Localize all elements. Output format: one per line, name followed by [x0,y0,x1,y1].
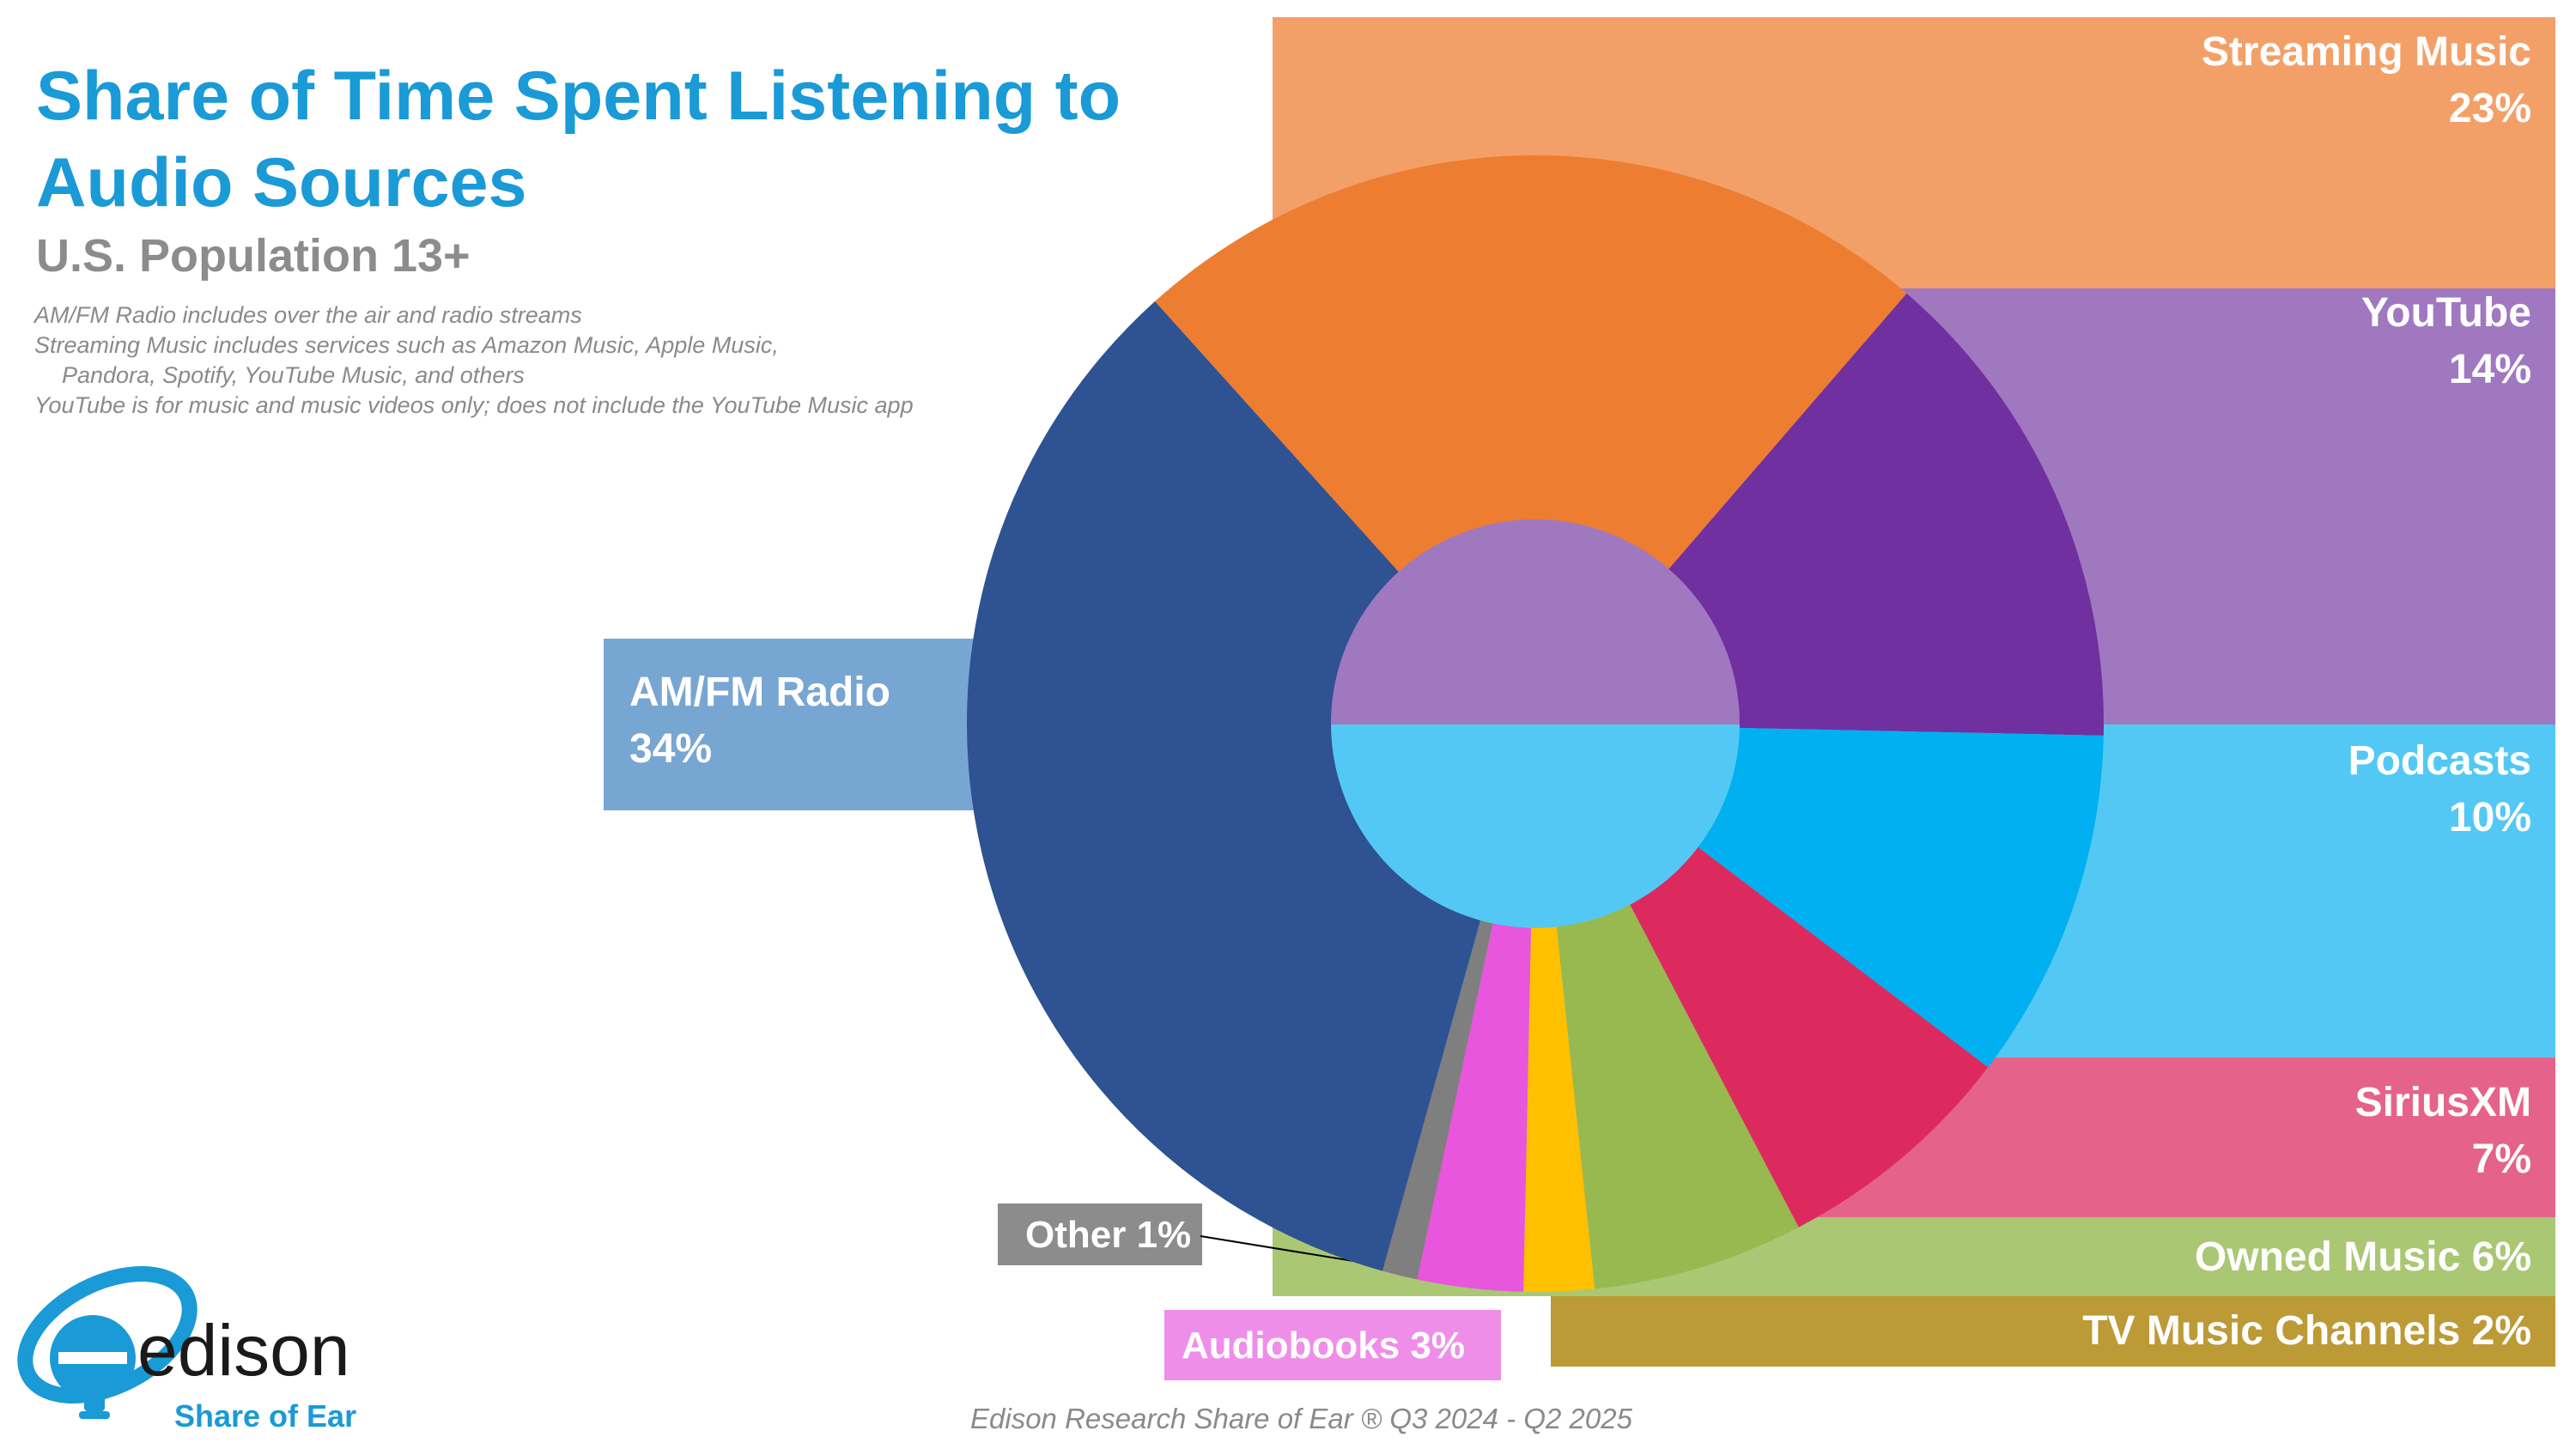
slice-podcasts [1698,727,2104,1068]
chart-subtitle: U.S. Population 13+ [36,230,471,282]
slice-name-am-fm-radio: AM/FM Radio [629,670,890,715]
chart-notes: AM/FM Radio includes over the air and ra… [34,300,914,421]
slice-streaming-music [1155,155,1907,573]
slice-audiobooks [1417,923,1532,1292]
slice-siriusxm [1630,846,1989,1228]
label-box-audiobooks [1164,1310,1501,1380]
slice-label-other: Other 1% [1025,1214,1191,1256]
slice-name-podcasts: Podcasts [2348,738,2531,784]
slice-value-am-fm-radio: 34% [629,726,712,772]
slice-tv-music-channels [1523,926,1595,1292]
note-streaming: Streaming Music includes services such a… [34,332,779,358]
slice-name-youtube: YouTube [2361,290,2531,336]
slice-owned-music [1556,904,1799,1289]
logo-wordmark: edison [137,1310,350,1391]
slice-name-siriusxm: SiriusXM [2355,1080,2531,1125]
label-box-am-fm-radio [604,639,999,810]
note-amfm: AM/FM Radio includes over the air and ra… [34,302,582,328]
slice-name-tv-music-channels: TV Music Channels [2082,1308,2460,1354]
edison-logo: edison Share of Ear [17,1265,356,1434]
slice-value-audiobooks: 3% [1400,1325,1465,1367]
slice-value-siriusxm: 7% [2472,1137,2531,1182]
slice-am-fm-radio [967,301,1480,1271]
note-streaming-cont: Pandora, Spotify, YouTube Music, and oth… [62,362,525,388]
note-youtube: YouTube is for music and music videos on… [34,392,914,418]
slice-name-streaming-music: Streaming Music [2202,29,2531,75]
slice-label-audiobooks: Audiobooks 3% [1182,1325,1465,1367]
label-box-tv-music-channels [1551,1296,2555,1367]
slice-value-streaming-music: 23% [2449,86,2531,131]
slice-value-owned-music: 6% [2460,1234,2531,1280]
slice-value-other: 1% [1126,1214,1191,1256]
slice-value-podcasts: 10% [2449,795,2531,840]
slice-value-tv-music-channels: 2% [2460,1308,2531,1354]
chart-title: Share of Time Spent Listening to Audio S… [36,58,1121,221]
slice-label-owned-music: Owned Music 6% [2195,1234,2531,1280]
slice-name-owned-music: Owned Music [2195,1234,2460,1280]
label-box-other [998,1203,1202,1265]
slice-name-audiobooks: Audiobooks [1182,1325,1400,1367]
slice-value-youtube: 14% [2449,347,2531,392]
slice-other [1382,920,1493,1280]
edison-mark-icon [17,1265,197,1419]
slice-youtube [1668,293,2104,736]
slice-label-tv-music-channels: TV Music Channels 2% [2082,1308,2531,1354]
source-footer: Edison Research Share of Ear ® Q3 2024 -… [970,1403,1632,1434]
slice-name-other: Other [1025,1214,1126,1256]
logo-tagline: Share of Ear [174,1398,356,1434]
